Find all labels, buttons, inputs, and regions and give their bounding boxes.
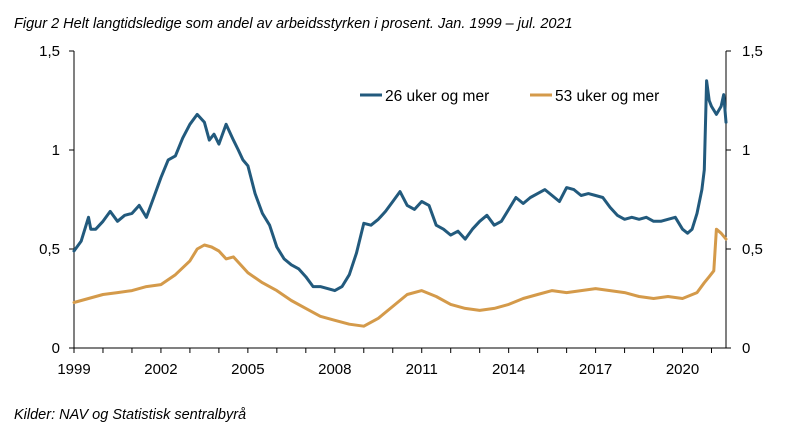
x-tick-label: 2002 <box>144 361 177 378</box>
y-tick-label-left: 0 <box>52 340 60 357</box>
series-line-26-uker-og-mer <box>72 79 728 293</box>
legend: 26 uker og mer 53 uker og mer <box>360 88 659 105</box>
series-group <box>72 79 728 328</box>
y-tick-label-left: 1 <box>52 142 60 159</box>
y-tick-label-right: 1,5 <box>742 43 763 60</box>
x-tick-label: 2017 <box>579 361 612 378</box>
x-tick-label: 2011 <box>406 361 438 378</box>
y-tick-label-right: 0,5 <box>742 241 763 258</box>
y-axis-left: 0 0,5 1 1,5 <box>39 43 74 357</box>
y-tick-label-left: 1,5 <box>39 43 60 60</box>
x-tick-label: 1999 <box>57 361 90 378</box>
x-axis: 1999 2002 2005 2008 2011 2014 2017 2020 <box>57 348 713 378</box>
x-tick-label: 2005 <box>231 361 264 378</box>
y-tick-label-right: 1 <box>742 142 750 159</box>
legend-label: 26 uker og mer <box>385 88 489 105</box>
x-tick-label: 2014 <box>492 361 525 378</box>
series-line-53-uker-og-mer <box>72 227 728 328</box>
chart-frame <box>73 51 727 349</box>
x-tick-label: 2008 <box>318 361 351 378</box>
figure-caption: Figur 2 Helt langtidsledige som andel av… <box>14 16 573 32</box>
legend-label: 53 uker og mer <box>555 88 659 105</box>
source-note: Kilder: NAV og Statistisk sentralbyrå <box>14 407 247 423</box>
x-tick-label: 2020 <box>666 361 699 378</box>
y-axis-right: 0 0,5 1 1,5 <box>726 43 763 357</box>
y-tick-label-left: 0,5 <box>39 241 60 258</box>
y-tick-label-right: 0 <box>742 340 750 357</box>
